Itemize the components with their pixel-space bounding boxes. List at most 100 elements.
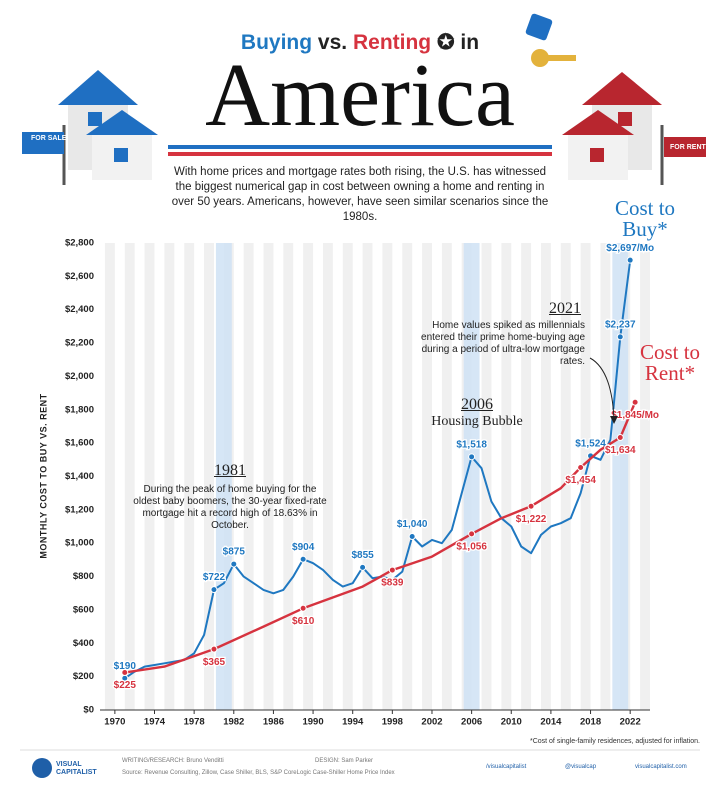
annotation-year: 2021 <box>549 300 581 317</box>
year-stripe <box>560 243 571 710</box>
year-stripe <box>362 243 373 710</box>
data-point <box>616 333 624 341</box>
annotation-text: Home values spiked as millennials entere… <box>421 320 585 367</box>
social-handle: /visualcapitalist <box>486 764 527 770</box>
title-word: Buying <box>240 31 313 54</box>
data-label: $839 <box>381 578 404 589</box>
y-tick-label: $2,200 <box>65 338 94 349</box>
data-point <box>359 563 367 571</box>
x-tick-label: 2018 <box>580 717 601 728</box>
data-point <box>616 433 624 441</box>
x-tick-label: 2014 <box>540 717 562 728</box>
annotation-text: During the peak of home buying for the o… <box>133 484 327 531</box>
year-stripe <box>164 243 175 710</box>
data-point <box>299 555 307 563</box>
keys-icon <box>525 13 576 67</box>
data-label: $1,634 <box>605 445 636 456</box>
annotation-title: Housing Bubble <box>431 414 523 429</box>
data-point <box>121 668 129 676</box>
data-label: $1,454 <box>565 475 596 486</box>
data-label: $1,040 <box>397 519 428 530</box>
data-point <box>210 586 218 594</box>
data-point <box>299 604 307 612</box>
sign-label: FOR RENT <box>670 144 707 151</box>
x-tick-label: 2002 <box>421 717 442 728</box>
year-stripe <box>540 243 551 710</box>
sign-label: FOR SALE <box>31 135 67 142</box>
data-label: $722 <box>203 572 226 583</box>
year-stripe <box>204 243 214 710</box>
x-tick-label: 1990 <box>302 717 323 728</box>
data-point <box>626 256 634 264</box>
y-tick-label: $2,400 <box>65 304 94 315</box>
data-point <box>230 560 238 568</box>
credit: WRITING/RESEARCH: Bruno Venditti <box>122 758 224 764</box>
annotation-year: 2006 <box>461 396 493 413</box>
y-tick-label: $2,800 <box>65 238 94 249</box>
x-tick-label: 2006 <box>461 717 482 728</box>
data-label: $875 <box>223 547 246 558</box>
data-label: $2,697/Mo <box>606 243 654 254</box>
year-stripe <box>342 243 353 710</box>
y-tick-label: $200 <box>73 671 94 682</box>
y-tick-label: $1,400 <box>65 471 94 482</box>
y-tick-label: $1,800 <box>65 404 94 415</box>
source: Source: Revenue Consulting, Zillow, Case… <box>122 770 395 776</box>
x-tick-label: 2010 <box>501 717 522 728</box>
x-tick-label: 1982 <box>223 717 244 728</box>
y-axis-label: MONTHLY COST TO BUY VS. RENT <box>38 393 48 558</box>
data-point <box>527 502 535 510</box>
data-label: $1,056 <box>456 542 487 553</box>
year-stripe <box>104 243 115 710</box>
legend-entry: Cost to Rent* <box>639 340 701 385</box>
annotation-year: 1981 <box>214 462 246 479</box>
data-label: $365 <box>203 657 226 668</box>
year-stripe <box>144 243 155 710</box>
data-label: $190 <box>114 661 137 672</box>
data-point <box>408 533 416 541</box>
highlight-band <box>463 243 480 710</box>
title-star: ✪ <box>436 31 455 54</box>
y-tick-label: $0 <box>83 705 94 716</box>
house-for-rent <box>562 72 706 185</box>
year-stripe <box>303 243 314 710</box>
social-handle: visualcapitalist.com <box>635 764 687 770</box>
title-rule <box>168 152 552 156</box>
highlight-band <box>215 243 232 710</box>
year-stripe <box>263 243 274 710</box>
data-label: $610 <box>292 616 315 627</box>
data-label: $225 <box>114 680 137 691</box>
y-tick-label: $2,600 <box>65 271 94 282</box>
credit: DESIGN: Sam Parker <box>315 758 374 764</box>
data-label: $1,222 <box>516 514 547 525</box>
title-line: Buying vs. Renting ✪ in <box>0 30 720 55</box>
title-main: America <box>205 46 515 145</box>
year-stripe <box>422 243 432 710</box>
year-stripe <box>184 243 195 710</box>
subtitle: With home prices and mortgage rates both… <box>171 166 549 223</box>
data-label: $2,237 <box>605 320 636 331</box>
y-tick-label: $1,000 <box>65 538 94 549</box>
x-tick-label: 2022 <box>620 717 641 728</box>
year-stripe <box>243 243 254 710</box>
title-word: Renting <box>352 31 432 54</box>
data-point <box>577 463 585 471</box>
title-word: in <box>460 31 480 54</box>
year-stripe <box>402 243 413 710</box>
title-rule <box>168 145 552 149</box>
year-stripe <box>501 243 512 710</box>
data-point <box>388 566 396 574</box>
logo-text: VISUAL CAPITALIST <box>56 761 97 776</box>
y-tick-label: $1,200 <box>65 504 94 515</box>
year-stripe <box>322 243 333 710</box>
data-label: $855 <box>351 550 374 561</box>
y-tick-label: $2,000 <box>65 371 94 382</box>
annotation-arrow <box>589 357 615 421</box>
y-tick-label: $400 <box>73 638 94 649</box>
data-label: $1,524 <box>575 438 606 449</box>
highlight-band <box>612 243 629 710</box>
data-point <box>468 530 476 538</box>
data-point <box>210 645 218 653</box>
